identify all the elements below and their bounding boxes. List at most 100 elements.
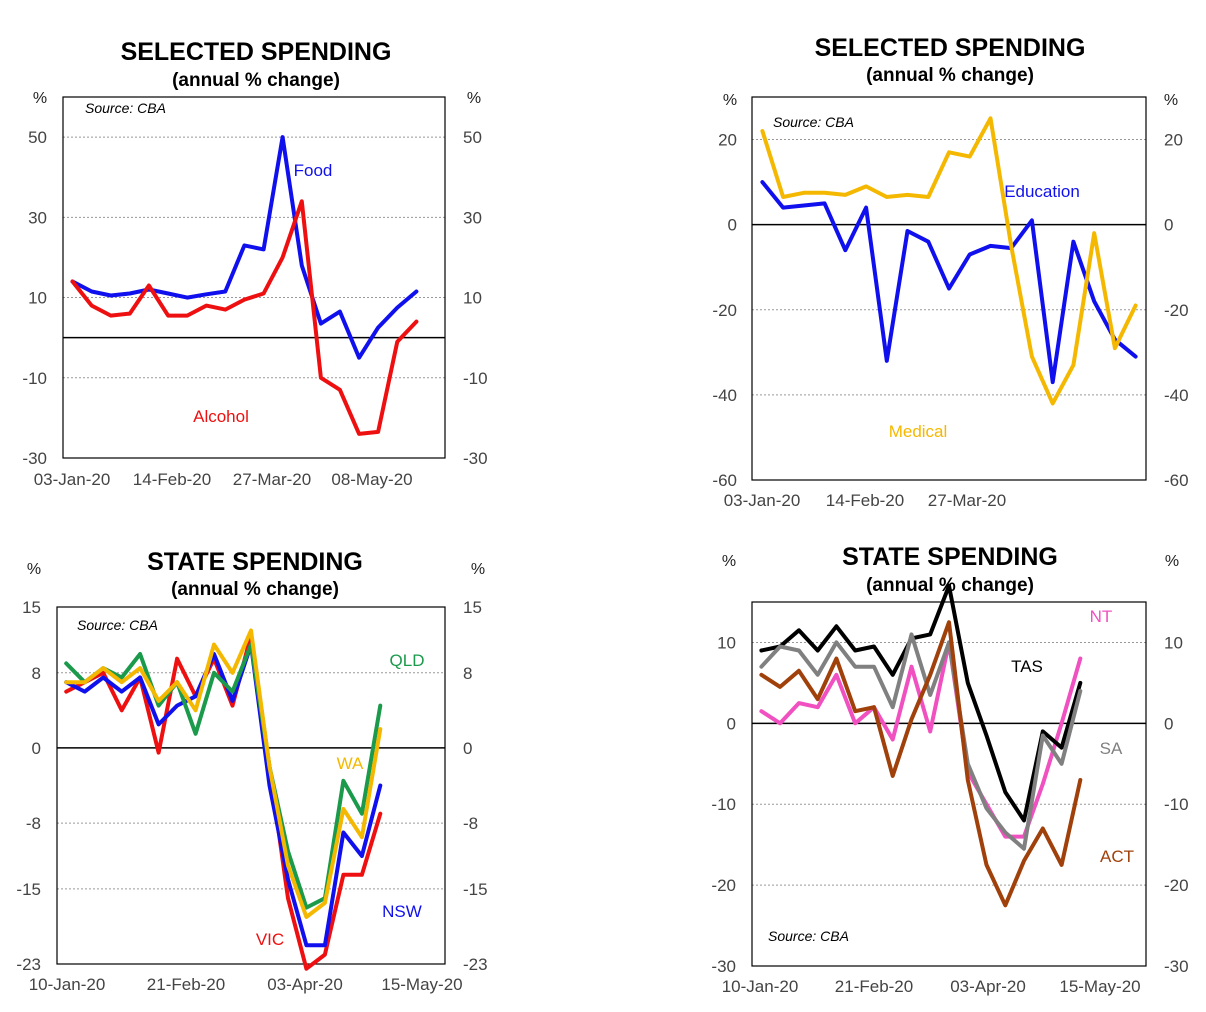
series-label-nt: NT [1090,607,1113,626]
x-tick-label: 08-May-20 [331,470,412,489]
y-tick-left: -20 [712,301,737,320]
y-tick-left: 0 [32,739,41,758]
y-tick-right: -30 [463,449,488,468]
series-label-tas: TAS [1011,657,1043,676]
plot-frame [751,96,1147,481]
plot-frame [56,606,446,965]
x-tick-label: 21-Feb-20 [835,977,913,996]
plot-frame [62,96,446,459]
y-tick-left: 50 [28,128,47,147]
y-tick-right: 0 [1164,714,1173,733]
y-unit-right: % [1164,92,1178,109]
series-line-nsw [64,642,383,948]
y-tick-right: -60 [1164,471,1189,490]
x-tick-label: 21-Feb-20 [147,975,225,994]
y-tick-left: 20 [718,131,737,150]
series-label-act: ACT [1100,847,1134,866]
series-label-alcohol: Alcohol [193,407,249,426]
chart-title: SELECTED SPENDING [815,34,1086,62]
y-tick-right: -30 [1164,957,1189,976]
series-label-qld: QLD [390,651,425,670]
series-label-medical: Medical [889,422,948,441]
source-note: Source: CBA [77,617,158,633]
series-label-food: Food [294,161,333,180]
series-line-sa [759,632,1083,851]
y-unit-left: % [33,90,47,107]
series-line-education [760,180,1138,385]
chart-title: SELECTED SPENDING [121,38,392,66]
y-tick-left: -15 [16,880,41,899]
y-tick-left: -23 [16,955,41,974]
series-label-education: Education [1004,182,1080,201]
series-line-alcohol [70,199,419,436]
chart-subtitle: (annual % change) [866,65,1034,86]
series-line-medical [760,116,1138,406]
y-tick-right: -20 [1164,301,1189,320]
source-note: Source: CBA [773,114,854,130]
y-tick-left: -30 [711,957,736,976]
y-tick-left: -10 [711,795,736,814]
chart-subtitle: (annual % change) [172,70,340,91]
y-unit-right: % [1165,553,1179,570]
x-tick-label: 15-May-20 [1059,977,1140,996]
chart-title: STATE SPENDING [842,543,1058,571]
y-tick-left: 30 [28,208,47,227]
y-tick-right: -15 [463,880,488,899]
series-label-nsw: NSW [382,902,422,921]
x-tick-label: 03-Apr-20 [267,975,343,994]
x-tick-label: 14-Feb-20 [826,491,904,510]
plot-frame [751,601,1147,967]
y-tick-left: -8 [26,814,41,833]
y-tick-left: -40 [712,386,737,405]
y-tick-right: 0 [463,739,472,758]
y-tick-left: 15 [22,598,41,617]
y-tick-right: 10 [1164,633,1183,652]
series-label-sa: SA [1100,739,1123,758]
y-tick-left: -30 [22,449,47,468]
x-tick-label: 03-Apr-20 [950,977,1026,996]
source-note: Source: CBA [768,928,849,944]
y-unit-right: % [471,561,485,578]
series-line-tas [759,583,1083,823]
x-tick-label: 27-Mar-20 [233,470,311,489]
x-tick-label: 10-Jan-20 [29,975,106,994]
chart-subtitle: (annual % change) [171,579,339,600]
x-tick-label: 03-Jan-20 [34,470,111,489]
y-tick-right: -20 [1164,876,1189,895]
y-tick-right: -10 [1164,795,1189,814]
y-tick-right: 50 [463,128,482,147]
x-tick-label: 10-Jan-20 [722,977,799,996]
x-tick-label: 14-Feb-20 [133,470,211,489]
y-tick-right: 8 [463,664,472,683]
y-tick-right: 15 [463,598,482,617]
series-line-act [759,620,1083,908]
y-tick-right: -40 [1164,386,1189,405]
chart-panel-4: STATE SPENDING(annual % change)% %10 100 0-… [711,543,1188,996]
y-tick-right: -10 [463,369,488,388]
y-unit-left: % [722,553,736,570]
series-line-wa [64,628,383,919]
source-note: Source: CBA [85,100,166,116]
y-tick-left: -20 [711,876,736,895]
y-tick-left: -10 [22,369,47,388]
chart-panel-1: SELECTED SPENDING (annual % change)% % 50 50… [22,38,487,489]
series-label-wa: WA [337,754,364,773]
y-tick-left: 10 [28,289,47,308]
y-tick-right: 10 [463,289,482,308]
y-unit-right: % [467,90,481,107]
chart-panel-2: SELECTED SPENDING (annual % change)% % 20 20… [712,34,1188,510]
x-tick-label: 03-Jan-20 [724,491,801,510]
y-tick-left: 8 [32,664,41,683]
chart-panel-3: STATE SPENDING (annual % change)% % 15 15 8 8 0… [16,548,487,994]
y-tick-right: -8 [463,814,478,833]
y-unit-left: % [723,92,737,109]
y-tick-right: 0 [1164,216,1173,235]
x-tick-label: 15-May-20 [381,975,462,994]
series-label-vic: VIC [256,930,284,949]
y-tick-left: 0 [727,714,736,733]
y-tick-left: -60 [712,471,737,490]
y-tick-right: 30 [463,208,482,227]
y-unit-left: % [27,561,41,578]
x-tick-label: 27-Mar-20 [928,491,1006,510]
